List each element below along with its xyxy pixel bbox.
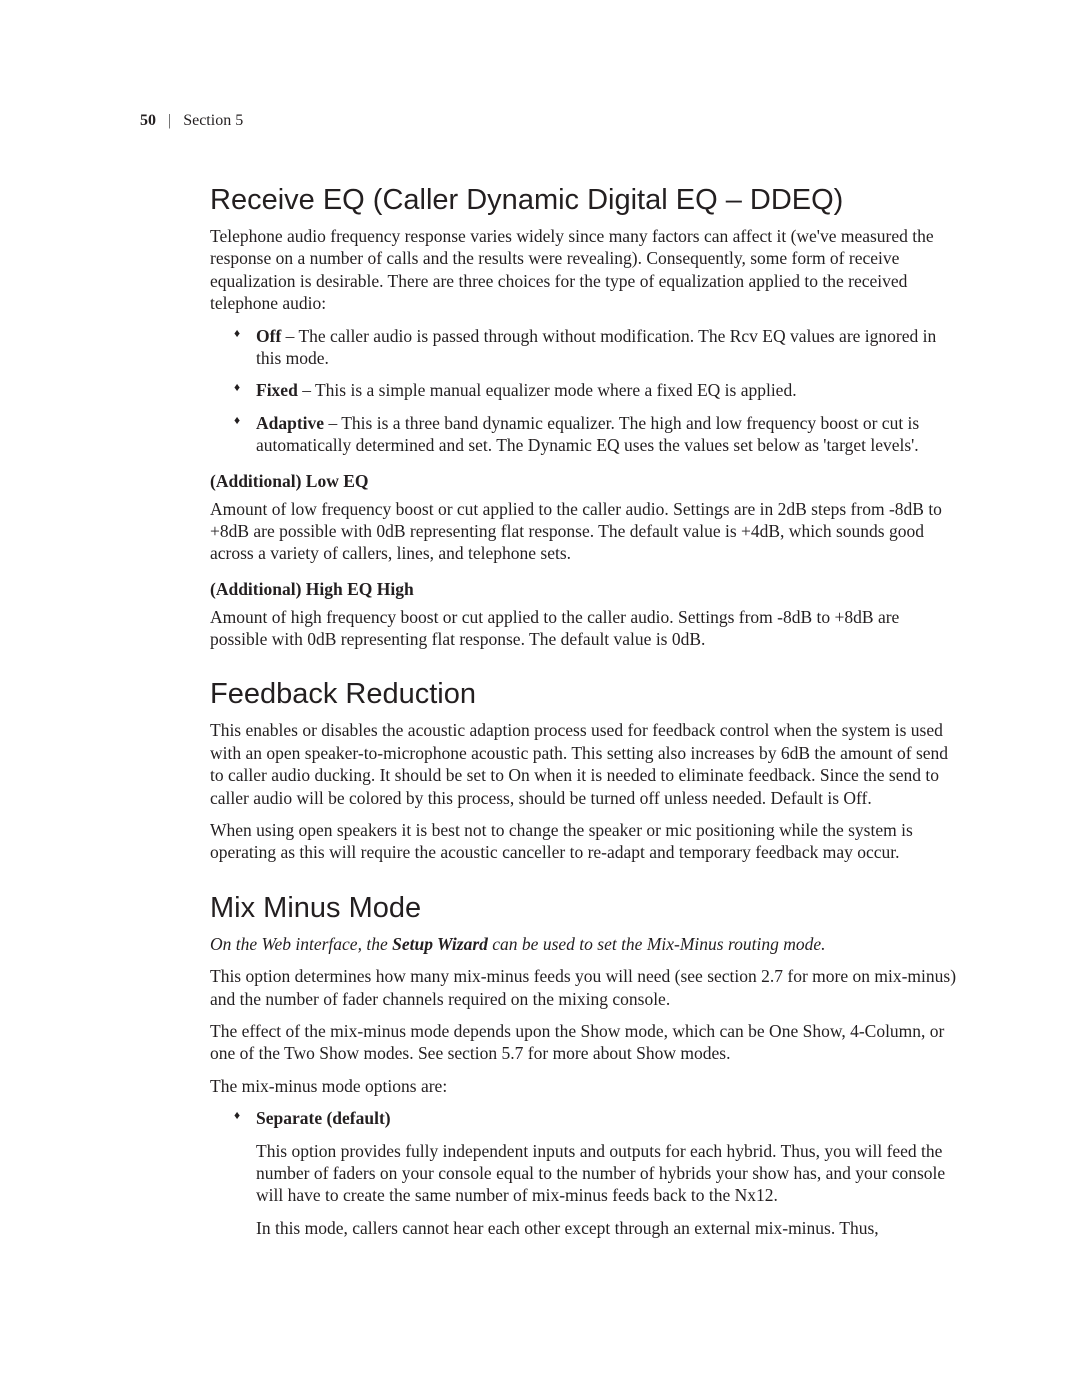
paragraph-feedback-1: This enables or disables the acoustic ad… (210, 719, 960, 809)
mm-italic-bold: Setup Wizard (392, 934, 488, 954)
subhead-low-eq: (Additional) Low EQ (210, 471, 960, 492)
eq-option-fixed: Fixed – This is a simple manual equalize… (210, 379, 960, 401)
eq-options-list: Off – The caller audio is passed through… (210, 325, 960, 457)
paragraph-feedback-2: When using open speakers it is best not … (210, 819, 960, 864)
paragraph-low-eq: Amount of low frequency boost or cut app… (210, 498, 960, 565)
eq-option-off: Off – The caller audio is passed through… (210, 325, 960, 370)
heading-feedback: Feedback Reduction (210, 678, 960, 711)
mm-paragraph-1: This option determines how many mix-minu… (210, 965, 960, 1010)
page-content: Receive EQ (Caller Dynamic Digital EQ – … (210, 184, 960, 1239)
subhead-high-eq: (Additional) High EQ High (210, 579, 960, 600)
paragraph-receive-intro: Telephone audio frequency response varie… (210, 225, 960, 315)
eq-adaptive-text: – This is a three band dynamic equalizer… (256, 413, 919, 455)
mm-separate-label: Separate (default) (256, 1108, 391, 1128)
mm-paragraph-2: The effect of the mix-minus mode depends… (210, 1020, 960, 1065)
mm-separate-p1: This option provides fully independent i… (256, 1140, 960, 1207)
eq-option-adaptive: Adaptive – This is a three band dynamic … (210, 412, 960, 457)
paragraph-high-eq: Amount of high frequency boost or cut ap… (210, 606, 960, 651)
mm-option-separate: Separate (default) (210, 1107, 960, 1129)
mm-italic-post: can be used to set the Mix-Minus routing… (488, 934, 826, 954)
header-separator: | (168, 112, 171, 129)
section-label: Section 5 (183, 112, 243, 129)
mixminus-italic-line: On the Web interface, the Setup Wizard c… (210, 933, 960, 955)
mm-paragraph-3: The mix-minus mode options are: (210, 1075, 960, 1097)
mm-separate-p2: In this mode, callers cannot hear each o… (256, 1217, 960, 1239)
mm-italic-pre: On the Web interface, the (210, 934, 392, 954)
heading-mixminus: Mix Minus Mode (210, 892, 960, 925)
document-page: 50 | Section 5 Receive EQ (Caller Dynami… (0, 0, 1080, 1397)
heading-receive-eq: Receive EQ (Caller Dynamic Digital EQ – … (210, 184, 960, 217)
eq-fixed-label: Fixed (256, 380, 298, 400)
page-header: 50 | Section 5 (140, 112, 960, 130)
page-number: 50 (140, 112, 156, 129)
eq-off-text: – The caller audio is passed through wit… (256, 326, 936, 368)
mm-options-list: Separate (default) (210, 1107, 960, 1129)
eq-fixed-text: – This is a simple manual equalizer mode… (298, 380, 797, 400)
eq-adaptive-label: Adaptive (256, 413, 324, 433)
eq-off-label: Off (256, 326, 281, 346)
